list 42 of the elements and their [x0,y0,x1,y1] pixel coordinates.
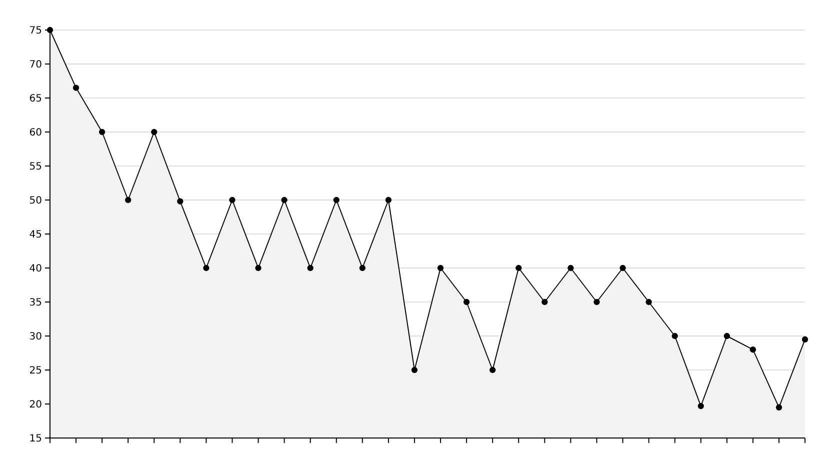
point [281,196,288,204]
point [359,264,366,272]
point [724,332,730,340]
point [646,298,652,306]
y-tick-label: 65 [29,94,42,104]
point [333,196,340,204]
point [594,298,600,306]
y-tick-label: 25 [29,366,42,376]
point [516,264,522,272]
y-tick-label: 45 [29,230,42,240]
point [437,264,444,272]
point [307,264,314,272]
point [72,84,80,91]
point [177,198,184,204]
point [151,128,158,136]
point [698,402,704,410]
point [411,366,418,374]
point [203,264,210,272]
point [385,196,392,204]
point [229,196,236,204]
point [255,264,262,272]
point [750,346,756,353]
y-tick-label: 20 [29,400,42,410]
y-tick-label: 60 [29,128,42,138]
y-tick-label: 70 [29,60,42,70]
point [542,298,548,306]
point [98,128,106,136]
point [776,404,782,410]
point [802,336,808,342]
y-tick-label: 40 [29,264,42,274]
y-tick-label: 15 [29,434,42,444]
point [672,332,678,340]
point [125,196,132,204]
point [620,264,626,272]
point [489,366,496,374]
y-tick-label: 50 [29,196,42,206]
y-tick-label: 55 [29,162,42,172]
y-tick-label: 30 [29,332,42,342]
y-tick-label: 35 [29,298,42,308]
y-tick-label: 75 [29,26,42,36]
point [568,264,574,272]
point [463,298,470,306]
